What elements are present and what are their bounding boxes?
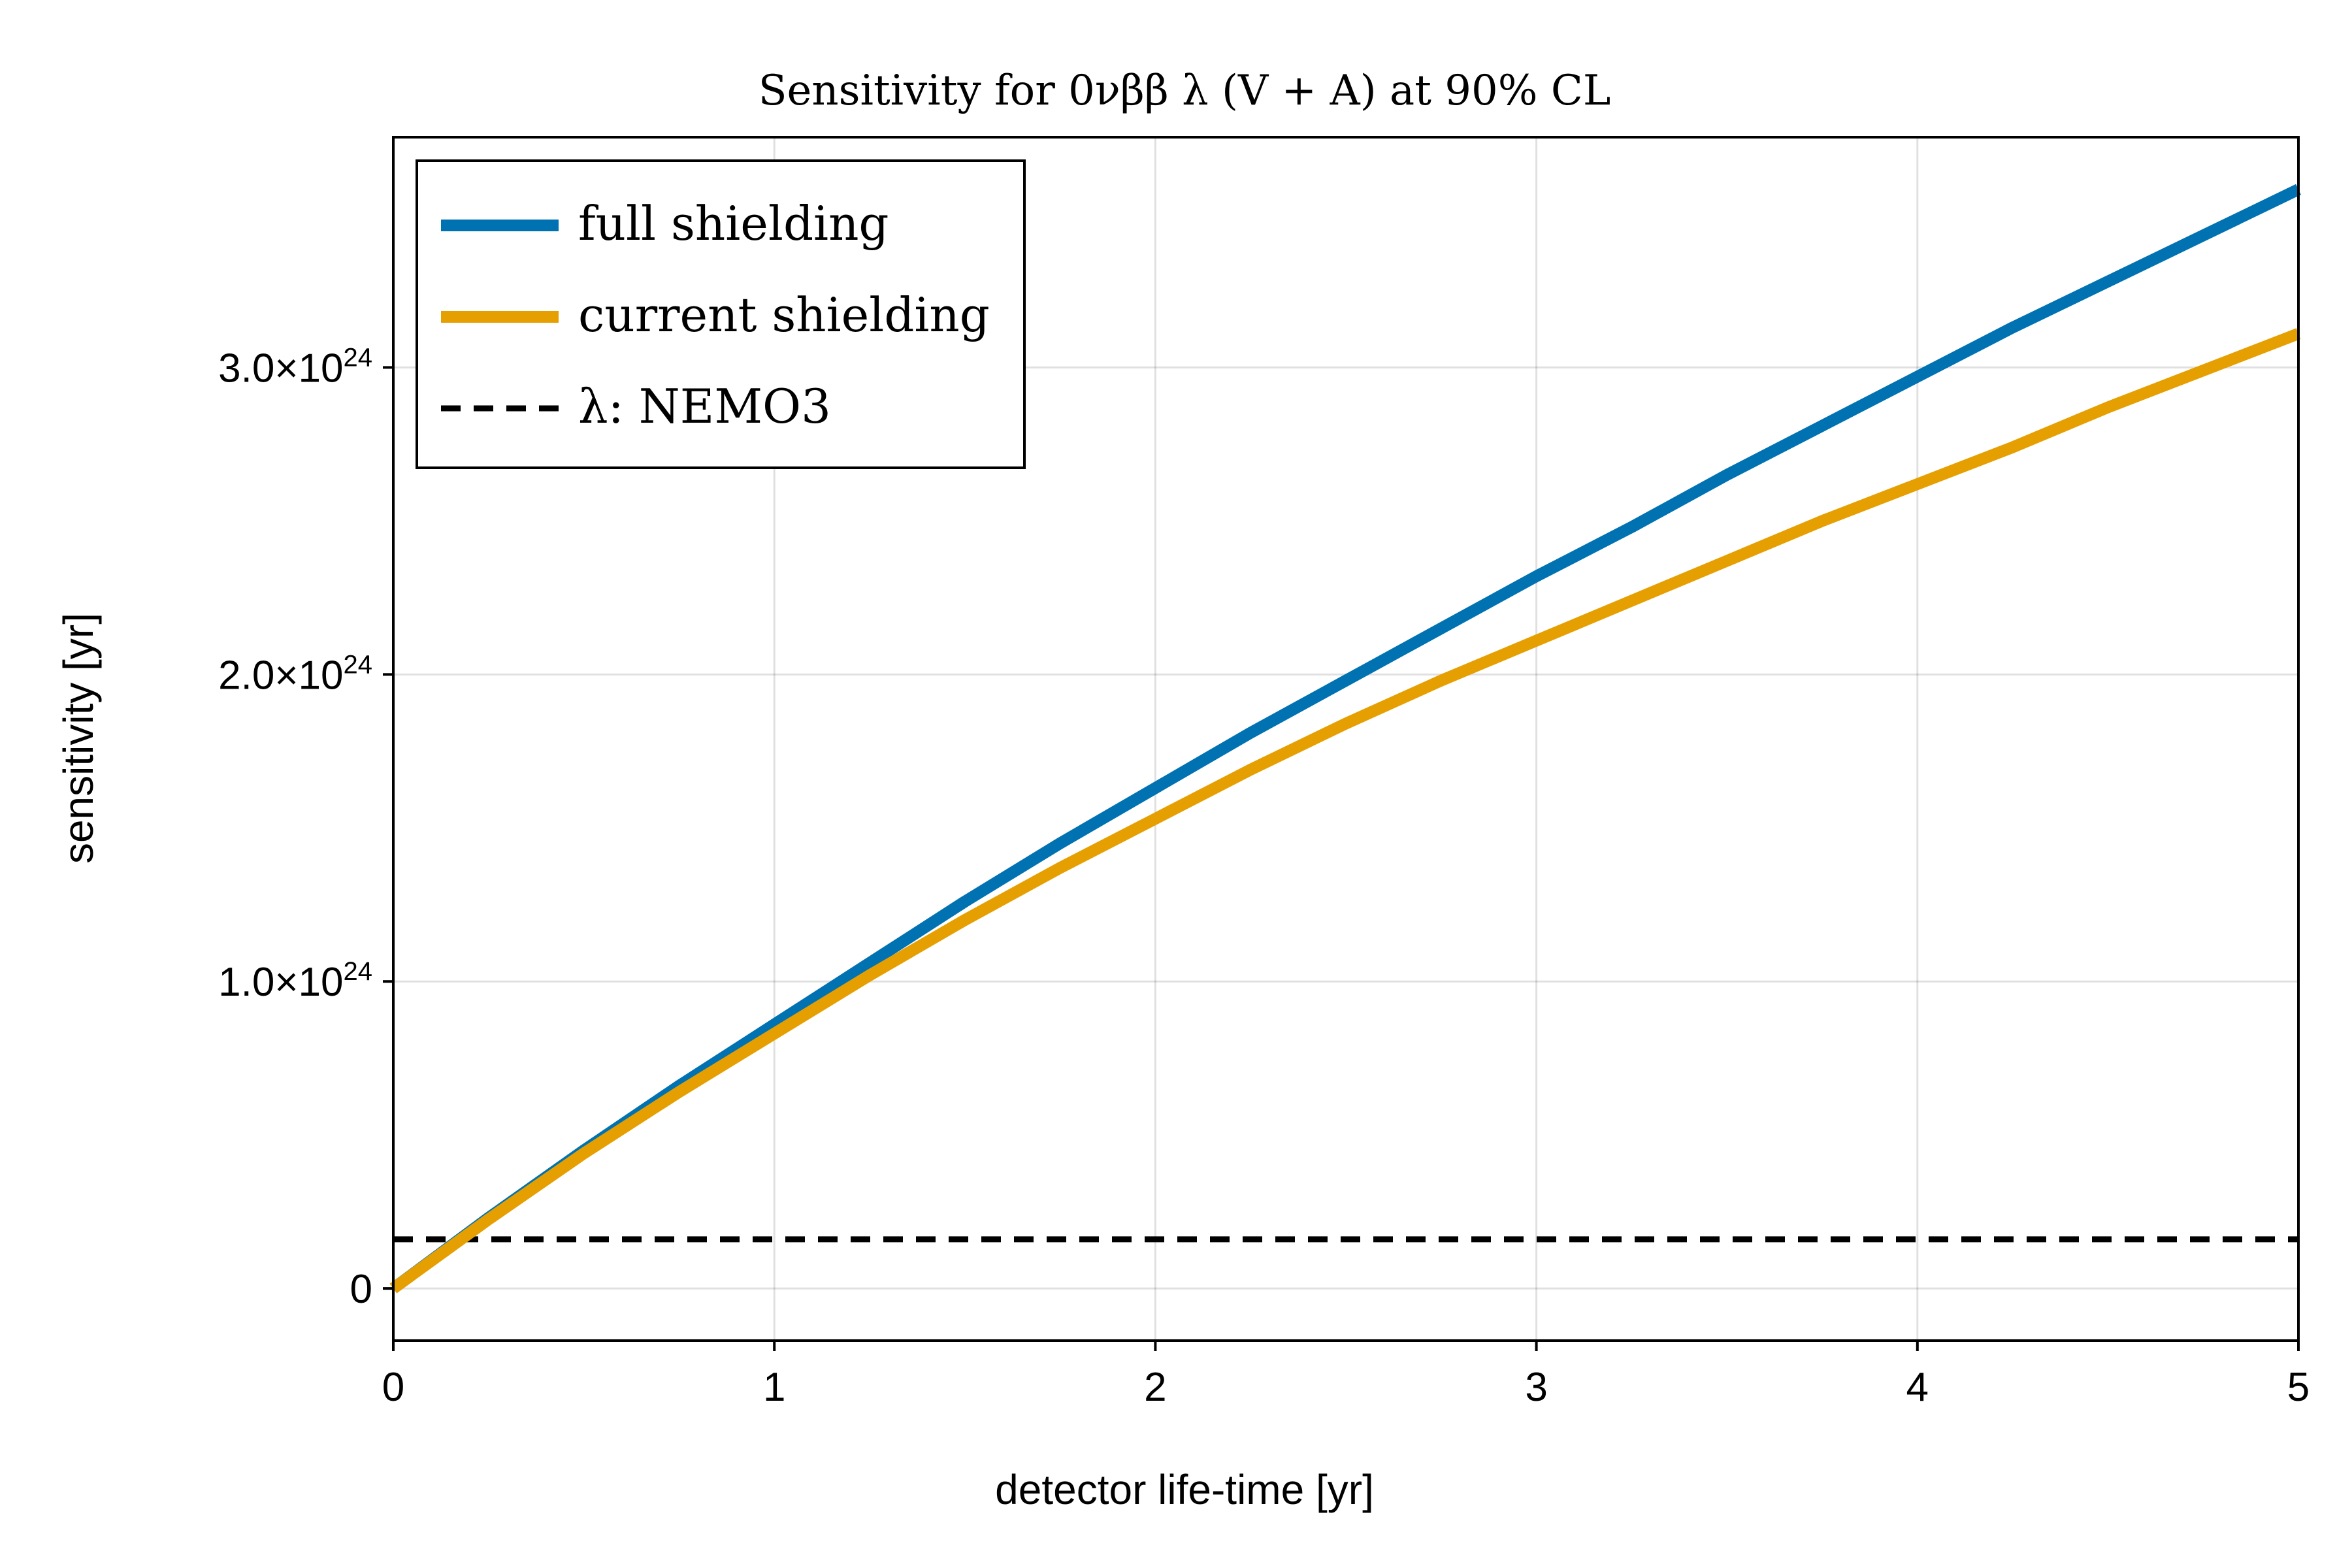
series-group (389, 184, 2301, 1294)
x-tick-label: 3 (1525, 1365, 1547, 1410)
series-line-current-shielding (389, 328, 2301, 1294)
x-axis-label: detector life-time [yr] (995, 1466, 1374, 1513)
plot-frame (392, 136, 2300, 1342)
x-tick-label: 5 (2287, 1365, 2310, 1410)
y-tick-mantissa: 2.0×10 (218, 653, 343, 698)
x-tick-label: 2 (1144, 1365, 1166, 1410)
y-tick-exponent: 24 (344, 650, 373, 679)
legend: full shielding current shielding λ: NEMO… (416, 159, 1026, 469)
y-tick-mantissa: 3.0×10 (218, 346, 343, 391)
y-tick-exponent: 24 (344, 343, 373, 372)
x-tick-label: 0 (382, 1365, 404, 1410)
chart-title: Sensitivity for 0νββ λ (V + A) at 90% CL (759, 67, 1611, 115)
y-tick-label: 0 (350, 1267, 372, 1312)
x-tick-label: 4 (1906, 1365, 1929, 1410)
y-tick-label: 2.0×1024 (218, 650, 372, 698)
series-line-full-shielding (389, 184, 2301, 1294)
legend-label-current-shielding: current shielding (578, 287, 990, 342)
y-tick-label: 3.0×1024 (218, 343, 372, 391)
legend-label-full-shielding: full shielding (578, 196, 889, 251)
y-tick-exponent: 24 (344, 957, 373, 986)
y-axis-label: sensitivity [yr] (55, 613, 102, 864)
x-tick-label: 1 (763, 1365, 785, 1410)
legend-label-nemo3: λ: NEMO3 (578, 379, 831, 434)
y-tick-label: 1.0×1024 (218, 957, 372, 1005)
y-tick-mantissa: 1.0×10 (218, 960, 343, 1005)
x-axis-ticks: 0 1 2 3 4 5 (382, 1341, 2310, 1410)
y-tick-mantissa: 0 (350, 1267, 372, 1312)
